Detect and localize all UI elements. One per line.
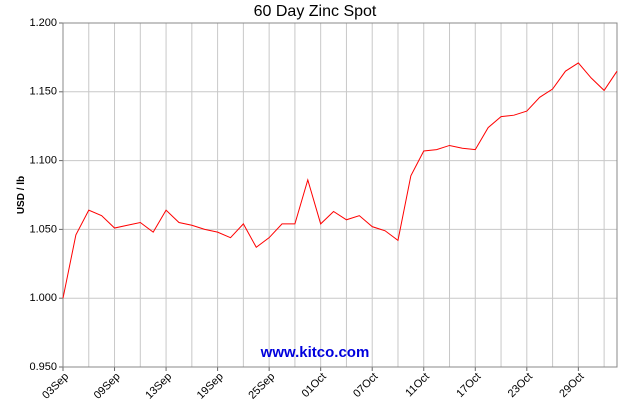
y-axis-label: USD / lb: [16, 176, 27, 214]
plot-background: [63, 23, 617, 367]
y-tick-label: 1.200: [29, 17, 57, 29]
plot-border: [62, 22, 618, 368]
y-tick-label: 0.950: [29, 361, 57, 373]
y-tick-label: 1.150: [29, 86, 57, 98]
chart-title: 60 Day Zinc Spot: [254, 3, 377, 20]
y-tick-label: 1.100: [29, 155, 57, 167]
data-line: [62, 62, 618, 299]
y-tick-label: 1.000: [29, 292, 57, 304]
y-tick-label: 1.050: [29, 223, 57, 235]
watermark: www.kitco.com: [260, 344, 370, 361]
